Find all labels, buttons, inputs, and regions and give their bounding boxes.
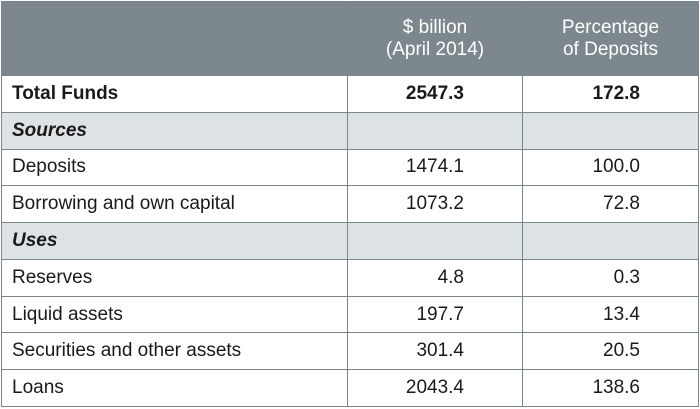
header-billion-line2: (April 2014) <box>385 38 485 60</box>
row-billion: 1073.2 <box>347 185 523 224</box>
row-percent <box>522 222 699 260</box>
header-label-cell <box>1 1 348 76</box>
row-percent: 13.4 <box>522 295 699 334</box>
section-row-uses: Uses <box>1 222 699 260</box>
row-percent: 0.3 <box>522 258 699 297</box>
row-label: Securities and other assets <box>1 332 348 371</box>
table-row: Securities and other assets 301.4 20.5 <box>1 332 699 371</box>
header-row: $ billion (April 2014) Percentage of Dep… <box>1 1 699 76</box>
header-percent-line2: of Deposits <box>562 38 659 60</box>
row-billion: 301.4 <box>347 332 523 371</box>
row-percent: 172.8 <box>522 75 699 113</box>
row-billion <box>347 111 523 150</box>
row-percent <box>522 111 699 150</box>
row-percent: 20.5 <box>522 332 699 371</box>
row-billion: 2547.3 <box>347 75 523 113</box>
row-percent: 100.0 <box>522 148 699 187</box>
row-billion: 1474.1 <box>347 148 523 187</box>
row-percent: 72.8 <box>522 185 699 224</box>
row-billion <box>347 222 523 260</box>
header-billion: $ billion (April 2014) <box>347 1 523 76</box>
table-row: Borrowing and own capital 1073.2 72.8 <box>1 185 699 224</box>
row-billion: 4.8 <box>347 258 523 297</box>
section-label: Uses <box>1 222 348 260</box>
table-row: Liquid assets 197.7 13.4 <box>1 295 699 334</box>
row-percent: 138.6 <box>522 369 699 407</box>
row-label: Loans <box>1 369 348 407</box>
row-billion: 2043.4 <box>347 369 523 407</box>
table-row: Loans 2043.4 138.6 <box>1 369 699 407</box>
row-label: Deposits <box>1 148 348 187</box>
section-label: Sources <box>1 111 348 150</box>
table-row: Deposits 1474.1 100.0 <box>1 148 699 187</box>
section-row-sources: Sources <box>1 111 699 150</box>
table-row: Reserves 4.8 0.3 <box>1 258 699 297</box>
row-label: Total Funds <box>1 75 348 113</box>
row-billion: 197.7 <box>347 295 523 334</box>
row-label: Reserves <box>1 258 348 297</box>
row-label: Liquid assets <box>1 295 348 334</box>
header-percent-line1: Percentage <box>561 16 660 38</box>
table-row: Total Funds 2547.3 172.8 <box>1 75 699 113</box>
header-percent: Percentage of Deposits <box>522 1 699 76</box>
row-label: Borrowing and own capital <box>1 185 348 224</box>
header-billion-line1: $ billion <box>402 16 468 38</box>
